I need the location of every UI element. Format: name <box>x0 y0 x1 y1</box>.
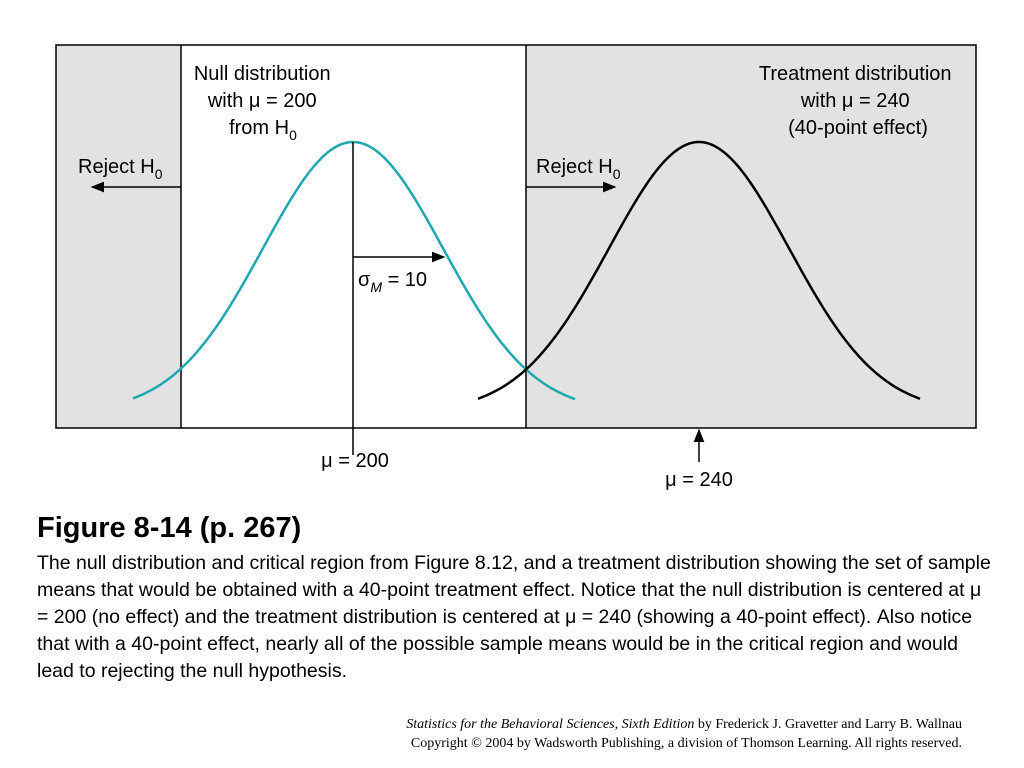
treatment-distribution-label: Treatment distribution with μ = 240 (40-… <box>759 63 957 139</box>
treatment-mean-label: μ = 240 <box>665 469 733 491</box>
null-distribution-label: Null distribution with μ = 200 from H0 <box>194 63 336 143</box>
credit-line-book: Statistics for the Behavioral Sciences, … <box>406 715 962 734</box>
credit-line-copyright: Copyright © 2004 by Wadsworth Publishing… <box>410 736 962 751</box>
figure-frame <box>55 44 977 429</box>
caption-body: The null distribution and critical regio… <box>37 552 991 682</box>
critical-region-left <box>56 45 181 428</box>
null-distribution-curve <box>132 140 576 401</box>
critical-region-right <box>526 45 976 428</box>
sigma-label: σM = 10 <box>358 269 427 295</box>
null-mean-label: μ = 200 <box>321 450 389 472</box>
distribution-figure: σM = 10 Reject H0 Reject H0 Null distrib… <box>55 44 977 491</box>
reject-label-right: Reject H0 <box>536 156 621 182</box>
treatment-distribution-curve <box>477 140 921 400</box>
credit-block: Statistics for the Behavioral Sciences, … <box>406 715 962 753</box>
caption-title: Figure 8-14 (p. 267) <box>37 512 302 544</box>
book-title: Statistics for the Behavioral Sciences, … <box>406 717 695 732</box>
reject-label-left: Reject H0 <box>78 156 163 182</box>
book-authors: by Frederick J. Gravetter and Larry B. W… <box>694 717 962 732</box>
